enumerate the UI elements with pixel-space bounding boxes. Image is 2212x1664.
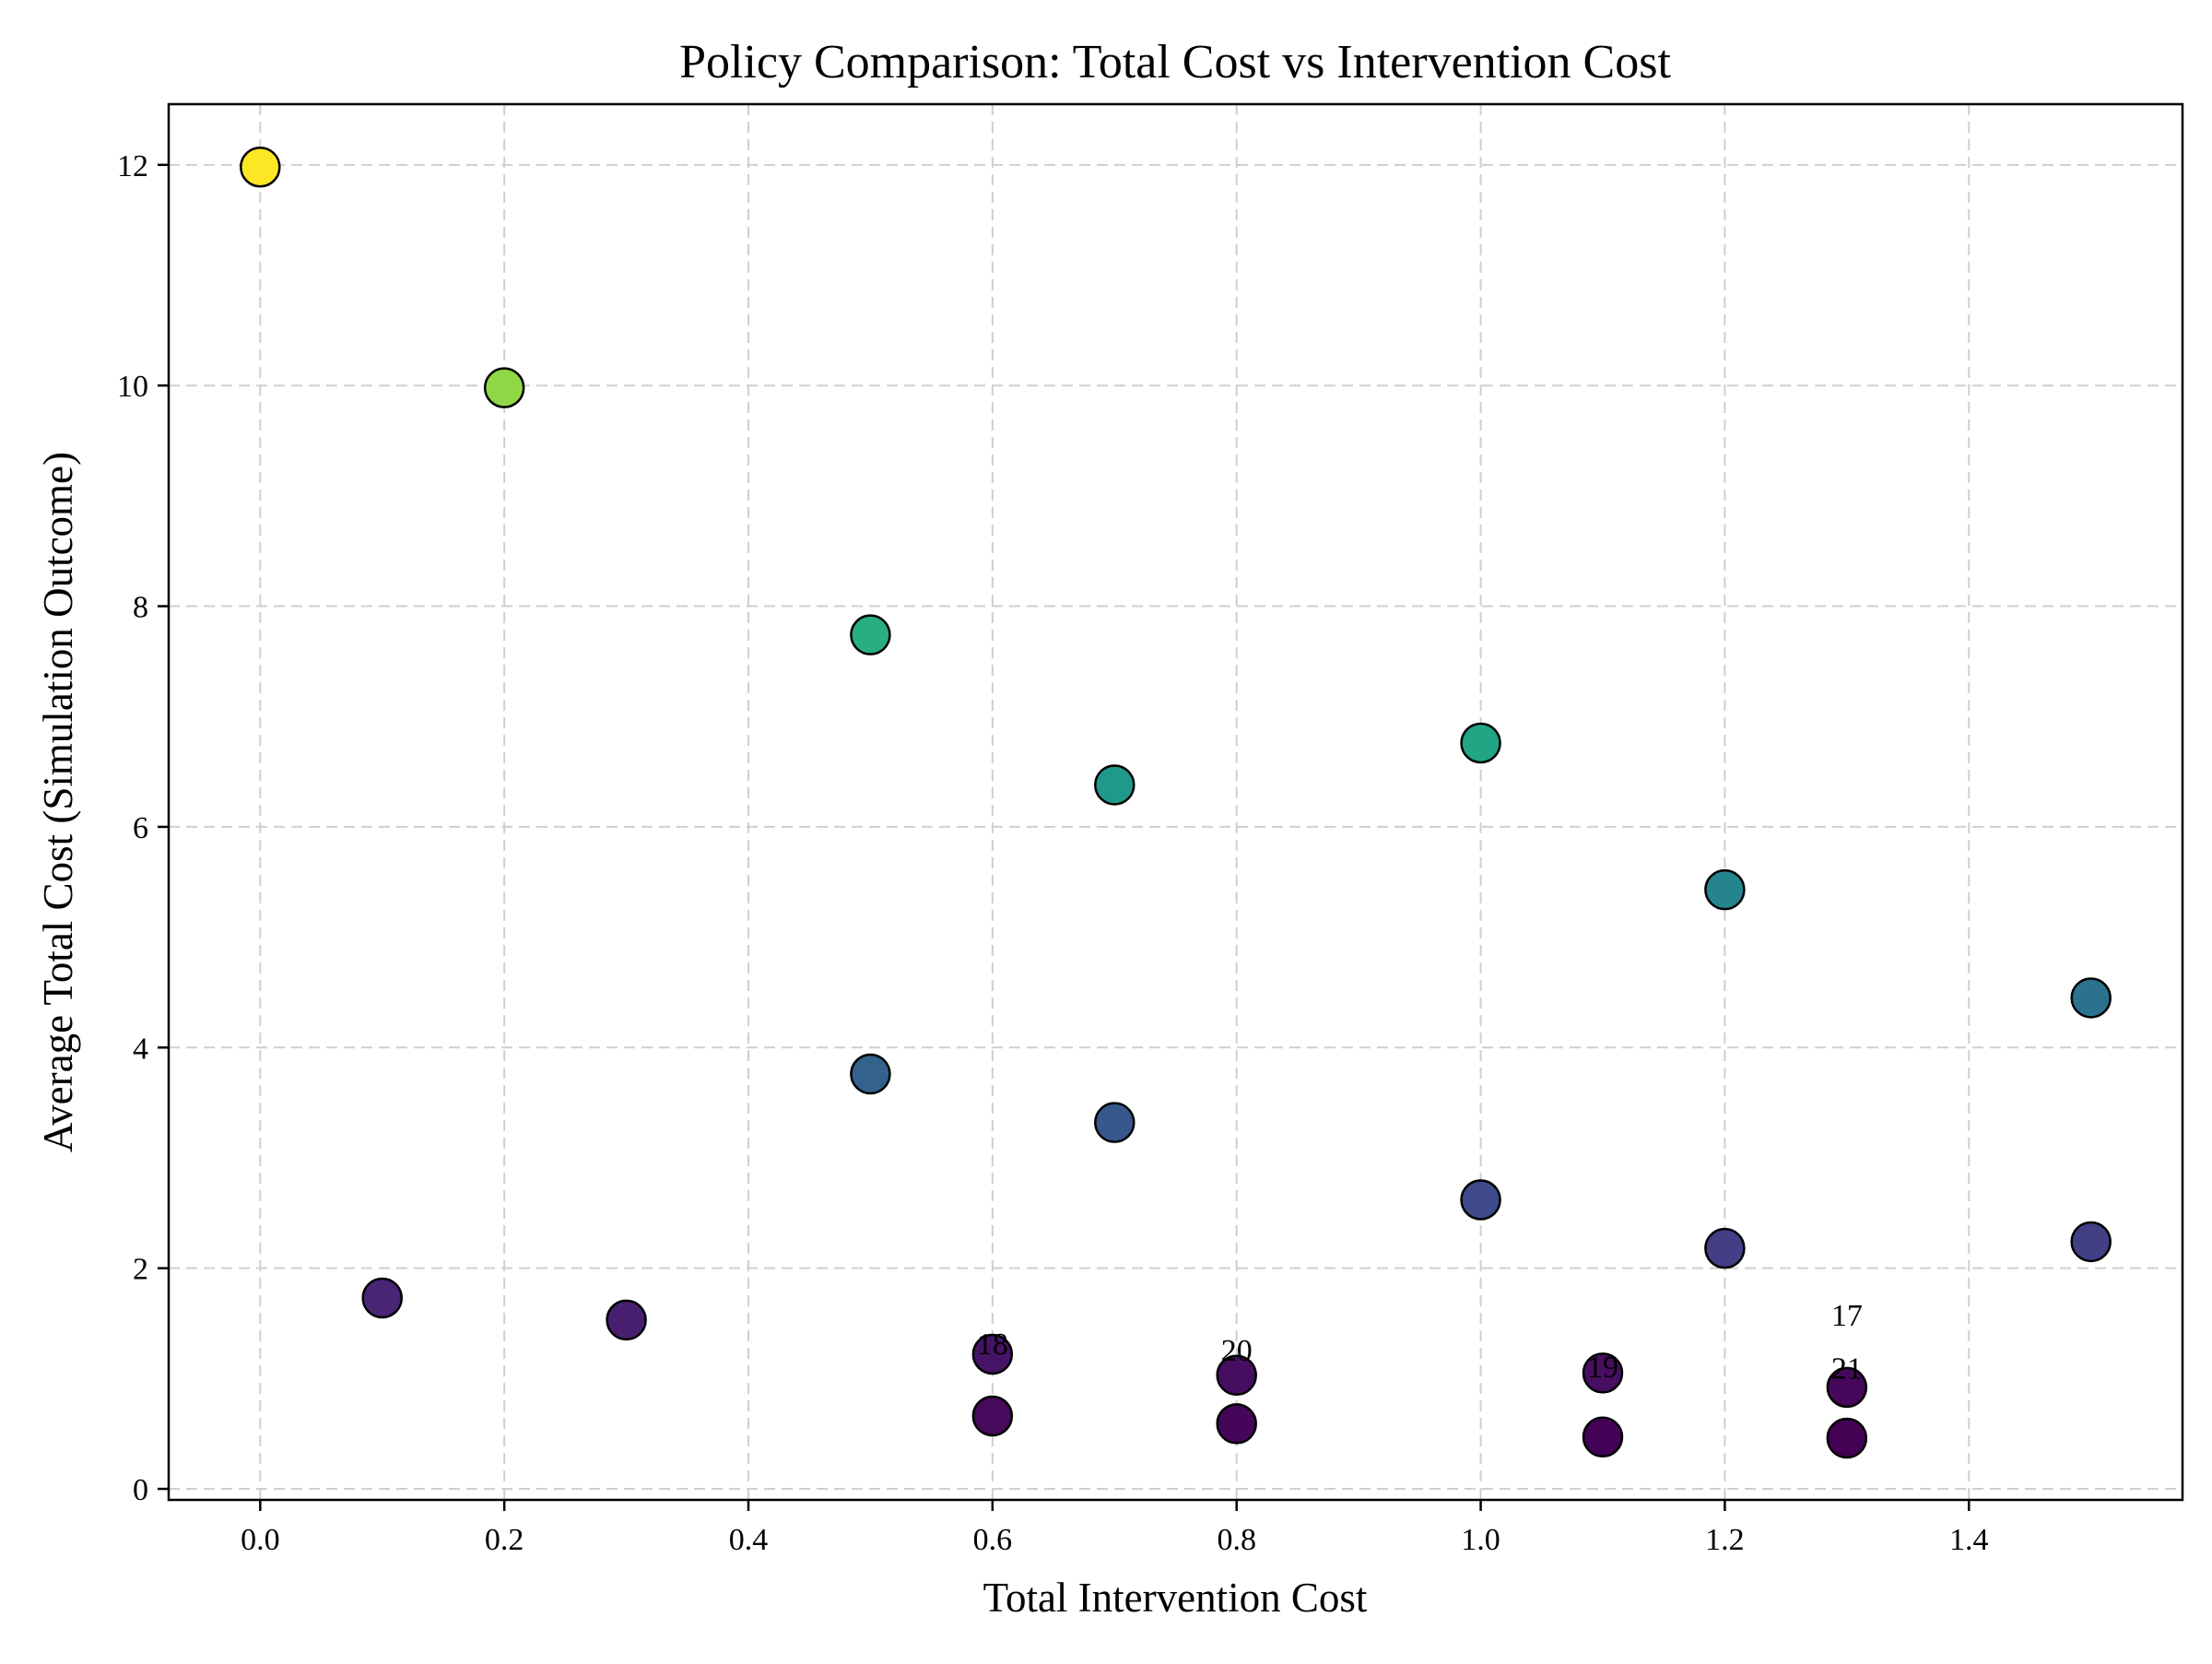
point-annotation: 21	[1831, 1351, 1863, 1386]
data-point	[1704, 868, 1746, 911]
data-point	[850, 1053, 891, 1095]
y-tick-label: 10	[117, 370, 148, 404]
data-point	[1460, 1179, 1501, 1221]
x-tick-label: 0.8	[1217, 1523, 1256, 1557]
axis-ticks: 0.0 0.2 0.4 0.6 0.8 1.0 1.2 1.4 0 2 4 6 8 10 12	[117, 149, 1989, 1557]
point-annotation: 18	[977, 1328, 1008, 1362]
data-point	[1094, 1102, 1135, 1143]
data-point	[1216, 1354, 1257, 1397]
plot-frame	[167, 102, 2184, 1502]
data-point	[1460, 722, 1501, 764]
chart-title: Policy Comparison: Total Cost vs Interve…	[679, 36, 1671, 89]
data-points	[240, 146, 2112, 1459]
y-tick-label: 6	[133, 811, 148, 845]
point-annotations: 17 18 20 19 21	[977, 1299, 1863, 1386]
x-tick-label: 0.0	[241, 1523, 280, 1557]
data-point	[1216, 1403, 1257, 1445]
data-point	[1826, 1366, 1868, 1409]
y-tick-label: 0	[133, 1473, 148, 1507]
y-axis-label: Average Total Cost (Simulation Outcome)	[35, 452, 81, 1152]
data-point	[483, 367, 525, 408]
x-tick-label: 1.0	[1461, 1523, 1500, 1557]
x-axis-label: Total Intervention Cost	[983, 1575, 1368, 1621]
data-point	[971, 1333, 1014, 1375]
x-tick-label: 0.6	[973, 1523, 1013, 1557]
point-annotation: 20	[1221, 1334, 1253, 1368]
data-point	[1582, 1416, 1624, 1458]
data-point	[240, 146, 281, 188]
data-point	[2070, 977, 2112, 1019]
y-tick-label: 8	[133, 591, 148, 625]
data-point	[1826, 1417, 1868, 1459]
data-point	[1094, 764, 1135, 806]
data-point	[1582, 1352, 1624, 1394]
data-point	[361, 1277, 403, 1319]
y-tick-label: 12	[117, 149, 148, 183]
x-tick-label: 0.2	[485, 1523, 524, 1557]
x-tick-label: 0.4	[729, 1523, 769, 1557]
point-annotation: 17	[1831, 1299, 1863, 1333]
data-point	[2070, 1221, 2112, 1263]
y-tick-label: 2	[133, 1253, 148, 1287]
x-tick-label: 1.4	[1949, 1523, 1989, 1557]
data-point	[1704, 1227, 1746, 1269]
data-point	[850, 614, 891, 655]
data-point	[606, 1299, 647, 1341]
y-tick-label: 4	[133, 1032, 148, 1066]
data-point	[971, 1395, 1014, 1437]
point-annotation: 19	[1587, 1351, 1618, 1385]
x-tick-label: 1.2	[1705, 1523, 1745, 1557]
